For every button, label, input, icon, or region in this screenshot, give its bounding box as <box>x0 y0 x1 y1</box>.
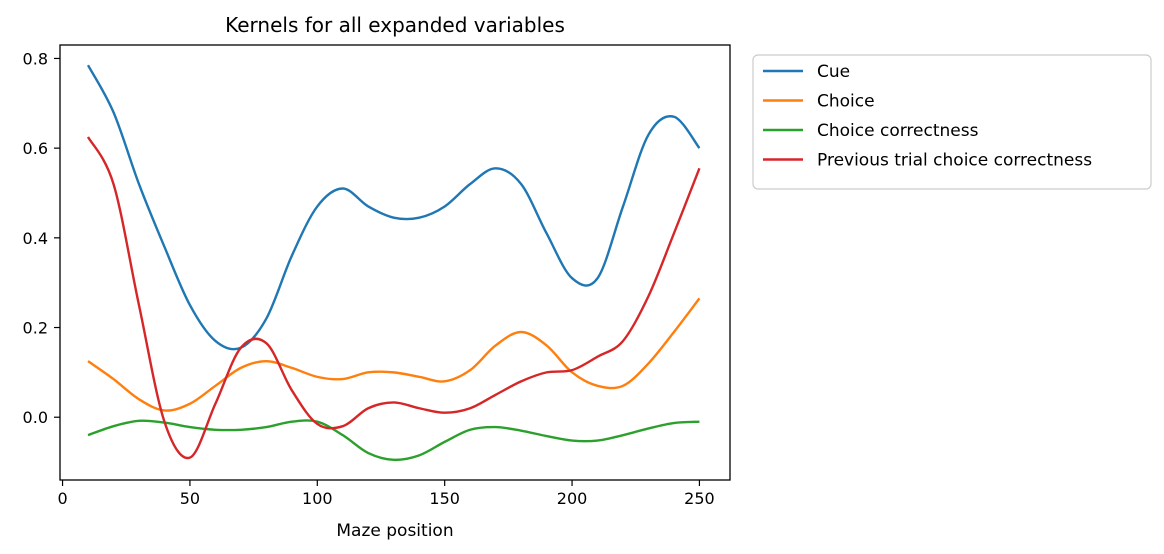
legend-box <box>752 54 1152 190</box>
y-tick-label: 0.2 <box>23 319 48 338</box>
series-line-2 <box>87 297 701 412</box>
x-tick-label: 200 <box>557 489 588 508</box>
x-tick-label: 250 <box>684 489 715 508</box>
y-tick-label: 0.4 <box>23 229 48 248</box>
legend: Cue Choice Choice correctness Previous tria… <box>752 54 1152 190</box>
y-tick-label: 0.6 <box>23 139 48 158</box>
series-line-3 <box>87 419 700 462</box>
x-tick-label: 150 <box>429 489 460 508</box>
legend-label: Cue <box>817 62 850 82</box>
x-axis: 0 50 100 150 200 250 <box>57 480 715 508</box>
x-tick-label: 100 <box>302 489 333 508</box>
series-line-4 <box>86 136 701 460</box>
legend-label: Previous trial choice correctness <box>817 151 1092 171</box>
legend-label: Choice correctness <box>817 121 979 141</box>
x-tick-label: 0 <box>57 489 67 508</box>
y-tick-label: 0.8 <box>23 49 48 68</box>
chart-title: Kernels for all expanded variables <box>225 13 565 37</box>
y-axis: 0.0 0.2 0.4 0.6 0.8 <box>23 49 60 427</box>
series-line-1 <box>86 64 701 351</box>
x-axis-title: Maze position <box>336 521 453 541</box>
plot-area-frame <box>59 44 731 481</box>
legend-label: Choice <box>817 92 875 112</box>
y-tick-label: 0.0 <box>23 408 48 427</box>
x-tick-label: 50 <box>180 489 200 508</box>
series-layer <box>86 64 701 462</box>
